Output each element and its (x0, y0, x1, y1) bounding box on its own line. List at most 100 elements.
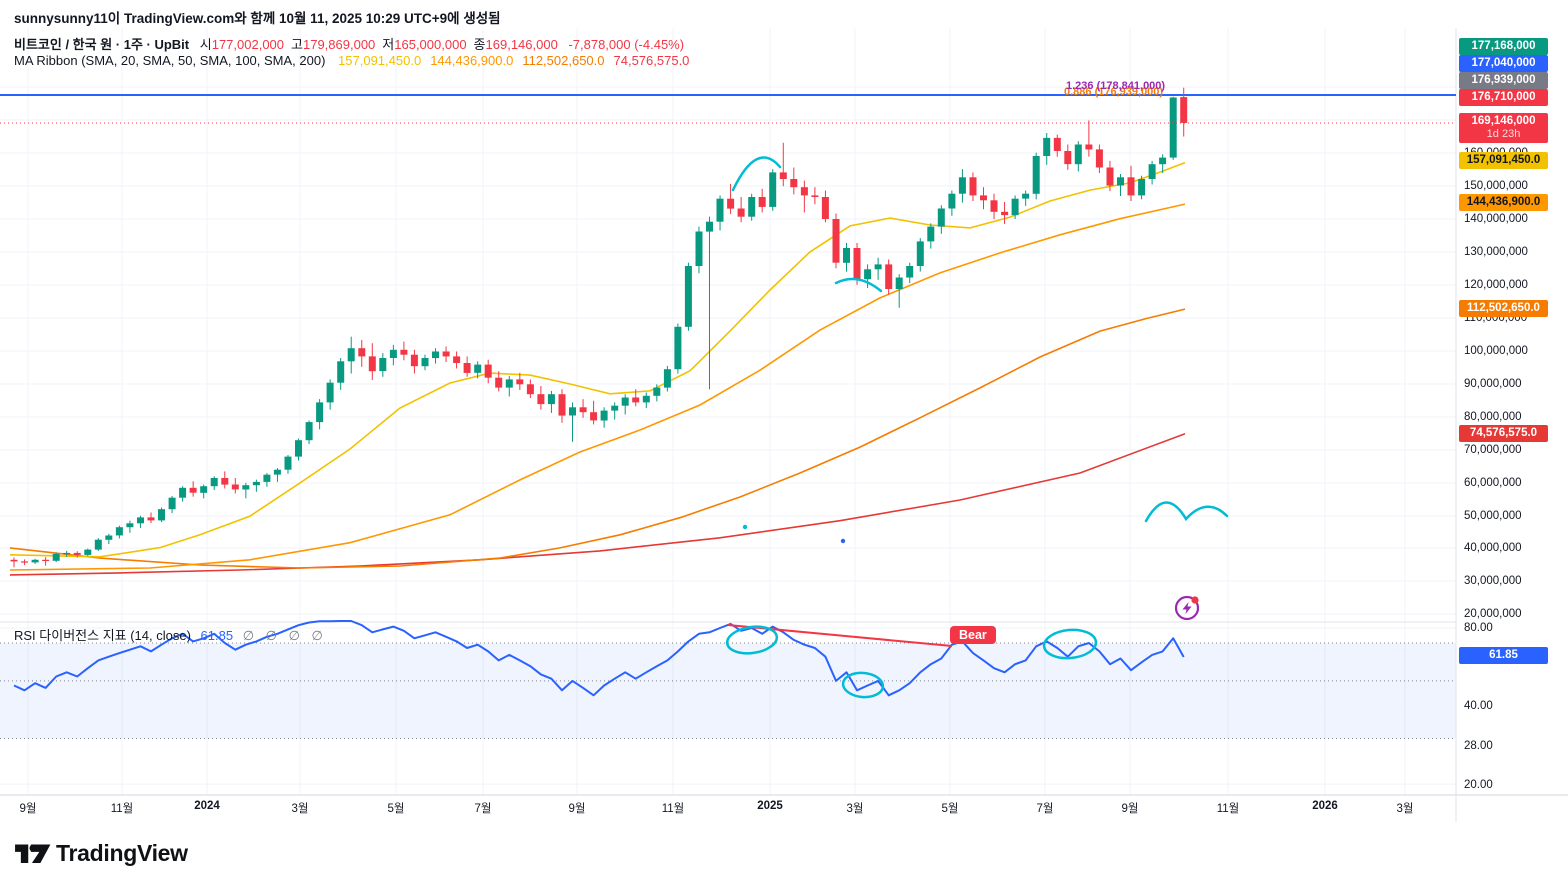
rsi-band (0, 643, 1456, 739)
candle-body (221, 478, 229, 485)
axis-tick-label: 30,000,000 (1464, 575, 1522, 587)
fib-level-label: 0.886 (176,939,000) (1064, 86, 1164, 98)
price-badge: 177,168,000 (1459, 38, 1548, 55)
candle-body (1022, 193, 1030, 199)
candle-body (1001, 211, 1009, 216)
candle-body (421, 358, 429, 367)
candle-body (410, 354, 418, 367)
bear-divergence-label[interactable]: Bear (950, 626, 996, 644)
time-tick-label: 9월 (19, 803, 37, 815)
candle-body (389, 349, 397, 358)
footer: TradingView (0, 822, 1568, 883)
axis-tick-label: 28.00 (1464, 740, 1493, 752)
candle-body (1074, 144, 1082, 165)
candle-body (758, 197, 766, 207)
axis-tick-label: 150,000,000 (1464, 180, 1528, 192)
rsi-indicator-legend[interactable]: RSI 다이버전스 지표 (14, close) 61.85 ∅ ∅ ∅ ∅ (14, 625, 327, 644)
candle-body (885, 264, 893, 289)
candle-body (916, 241, 924, 266)
tradingview-logo-text: TradingView (56, 840, 188, 866)
candle-body (126, 523, 134, 528)
fib-level-label: 1.236 (178,841,000) (1066, 80, 1166, 92)
attribution-text: sunnysunny11이 TradingView.com와 함께 10월 11… (14, 11, 501, 26)
time-tick-label: 11월 (661, 803, 685, 815)
candle-body (168, 497, 176, 510)
candle-body (495, 377, 503, 388)
candle-body (958, 177, 966, 194)
candle-body (821, 197, 829, 219)
price-badge: 176,939,000 (1459, 72, 1548, 89)
candle-body (474, 364, 482, 373)
candle-body (1064, 151, 1072, 165)
price-badge: 169,146,000 1d 23h (1459, 113, 1548, 143)
price-badge: 177,040,000 (1459, 55, 1548, 72)
time-tick-label: 3월 (1396, 803, 1414, 815)
candle-body (516, 379, 524, 385)
candle-body (1095, 149, 1103, 168)
candle-body (200, 486, 208, 493)
candle-body (716, 198, 724, 222)
drawing-arc (1144, 501, 1229, 523)
sma-line (9, 161, 1186, 558)
candle-body (642, 395, 650, 403)
ma-value: 74,576,575.0 (613, 53, 690, 68)
candle-body (316, 402, 324, 423)
axis-tick-label: 40,000,000 (1464, 542, 1522, 554)
symbol-legend[interactable]: 비트코인 / 한국 원 · 1주 · UpBit 시177,002,000 고17… (14, 34, 684, 53)
candle-body (590, 412, 598, 421)
candle-body (1085, 144, 1093, 150)
candle-body (463, 363, 471, 373)
notification-dot (1191, 596, 1199, 604)
ohlc-value: 165,000,000 (394, 37, 467, 52)
candle-body (1032, 156, 1040, 194)
time-tick-label: 2025 (757, 800, 783, 812)
sma-line (9, 203, 1186, 571)
candle-body (1138, 179, 1146, 196)
ohlc-value: 177,002,000 (211, 37, 285, 52)
rsi-value: 61.85 (200, 628, 234, 643)
candle-body (305, 422, 313, 441)
candle-body (252, 481, 260, 486)
ma-ribbon-legend[interactable]: MA Ribbon (SMA, 20, SMA, 50, SMA, 100, S… (14, 53, 689, 68)
price-badge: 112,502,650.0 (1459, 300, 1548, 317)
candle-body (347, 348, 355, 362)
candle-body (484, 364, 492, 378)
price-badge: 144,436,900.0 (1459, 194, 1548, 211)
axis-tick-label: 60,000,000 (1464, 477, 1522, 489)
axis-tick-label: 100,000,000 (1464, 345, 1528, 357)
candle-body (611, 405, 619, 411)
chart-region[interactable]: 비트코인 / 한국 원 · 1주 · UpBit 시177,002,000 고17… (0, 28, 1568, 822)
candle-body (727, 198, 735, 209)
price-badge: 157,091,450.0 (1459, 152, 1548, 169)
candle-body (832, 219, 840, 263)
candle-body (980, 195, 987, 201)
time-tick-label: 7월 (474, 803, 492, 815)
drawing-ellipse (725, 625, 779, 655)
drawing-ellipse (1042, 628, 1098, 660)
candle-body (453, 356, 461, 363)
candle-body (600, 410, 608, 421)
candle-body (906, 266, 914, 278)
ohlc-values: 시177,002,000 고179,869,000 저165,000,000 종169… (193, 37, 558, 52)
drawing-arc (731, 156, 782, 192)
change-value: -7,878,000 (-4.45%) (568, 37, 685, 52)
candle-body (400, 349, 408, 355)
candle-body (105, 535, 113, 540)
ma-value: 157,091,450.0 (338, 53, 422, 68)
rsi-line (13, 620, 1185, 697)
candle-body (242, 485, 250, 490)
bar-countdown: 1d 23h (1486, 128, 1521, 140)
candle-body (84, 549, 92, 555)
candle-body (653, 387, 661, 396)
candle-body (189, 487, 197, 493)
candle-body (231, 484, 239, 490)
candle-body (632, 397, 640, 403)
sma-line (9, 308, 1186, 569)
lightning-glyph (1182, 602, 1192, 614)
axis-tick-label: 20.00 (1464, 779, 1493, 791)
price-chart-canvas[interactable] (0, 28, 1568, 822)
candle-body (42, 559, 50, 561)
candle-body (158, 509, 165, 521)
candle-body (210, 478, 218, 487)
